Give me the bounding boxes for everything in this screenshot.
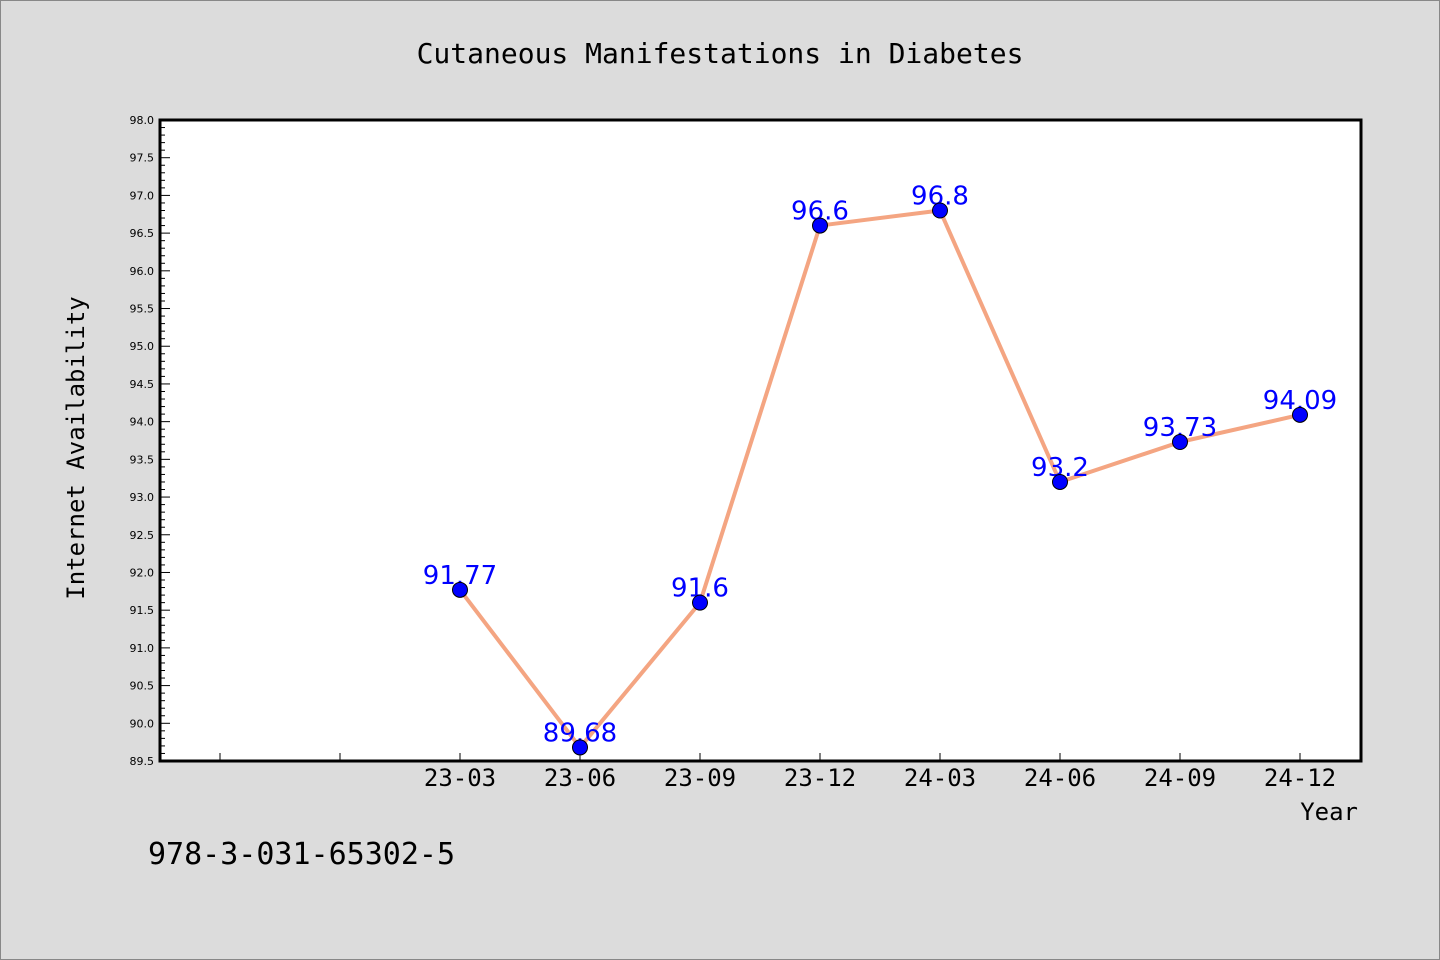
x-tick-label: 23-06 [544,764,616,792]
footer-isbn: 978-3-031-65302-5 [148,837,455,872]
y-tick-label: 92.5 [130,529,155,542]
data-point [1172,434,1188,451]
y-tick-label: 90.5 [130,680,155,693]
y-tick-label: 90.0 [130,717,155,730]
series-line [458,208,1301,750]
y-tick-label: 91.5 [130,604,155,617]
y-tick-label: 89.5 [130,755,155,768]
data-point [452,581,468,598]
data-point [572,739,588,756]
x-tick-label: 24-09 [1144,764,1216,792]
y-axis: 89.5 90.0 90.5 91.0 91.5 92.0 92.5 93.0 93.5 94.0… [130,114,170,768]
y-tick-label: 97.5 [130,152,155,165]
data-point [692,594,708,611]
x-tick-label: 23-03 [424,764,496,792]
y-tick-label: 95.5 [130,303,155,316]
x-tick-label: 24-12 [1264,764,1336,792]
y-tick-label: 98.0 [130,114,155,127]
x-tick-label: 23-09 [664,764,736,792]
x-tick-label: 24-03 [904,764,976,792]
chart-title: Cutaneous Manifestations in Diabetes [417,37,1024,70]
y-tick-label: 93.0 [130,491,155,504]
y-tick-label: 94.5 [130,378,155,391]
data-point [932,202,948,219]
y-tick-label: 93.5 [130,453,155,466]
y-tick-label: 91.0 [130,642,155,655]
y-axis-title: Internet Availability [62,296,90,599]
x-tick-label: 24-06 [1024,764,1096,792]
y-tick-label: 96.5 [130,227,155,240]
data-point [1052,473,1068,490]
y-tick-label: 94.0 [130,416,155,429]
data-point [1292,406,1308,423]
x-tick-label: 23-12 [784,764,856,792]
y-tick-label: 96.0 [130,265,155,278]
y-tick-label: 92.0 [130,566,155,579]
x-axis-title: Year [1300,798,1358,826]
y-tick-label: 97.0 [130,189,155,202]
plot-area [158,118,1363,763]
x-axis: 23-03 23-06 23-09 23-12 24-03 24-06 24-09 24-12 [219,753,1336,792]
y-tick-label: 95.0 [130,340,155,353]
data-point [812,217,828,234]
